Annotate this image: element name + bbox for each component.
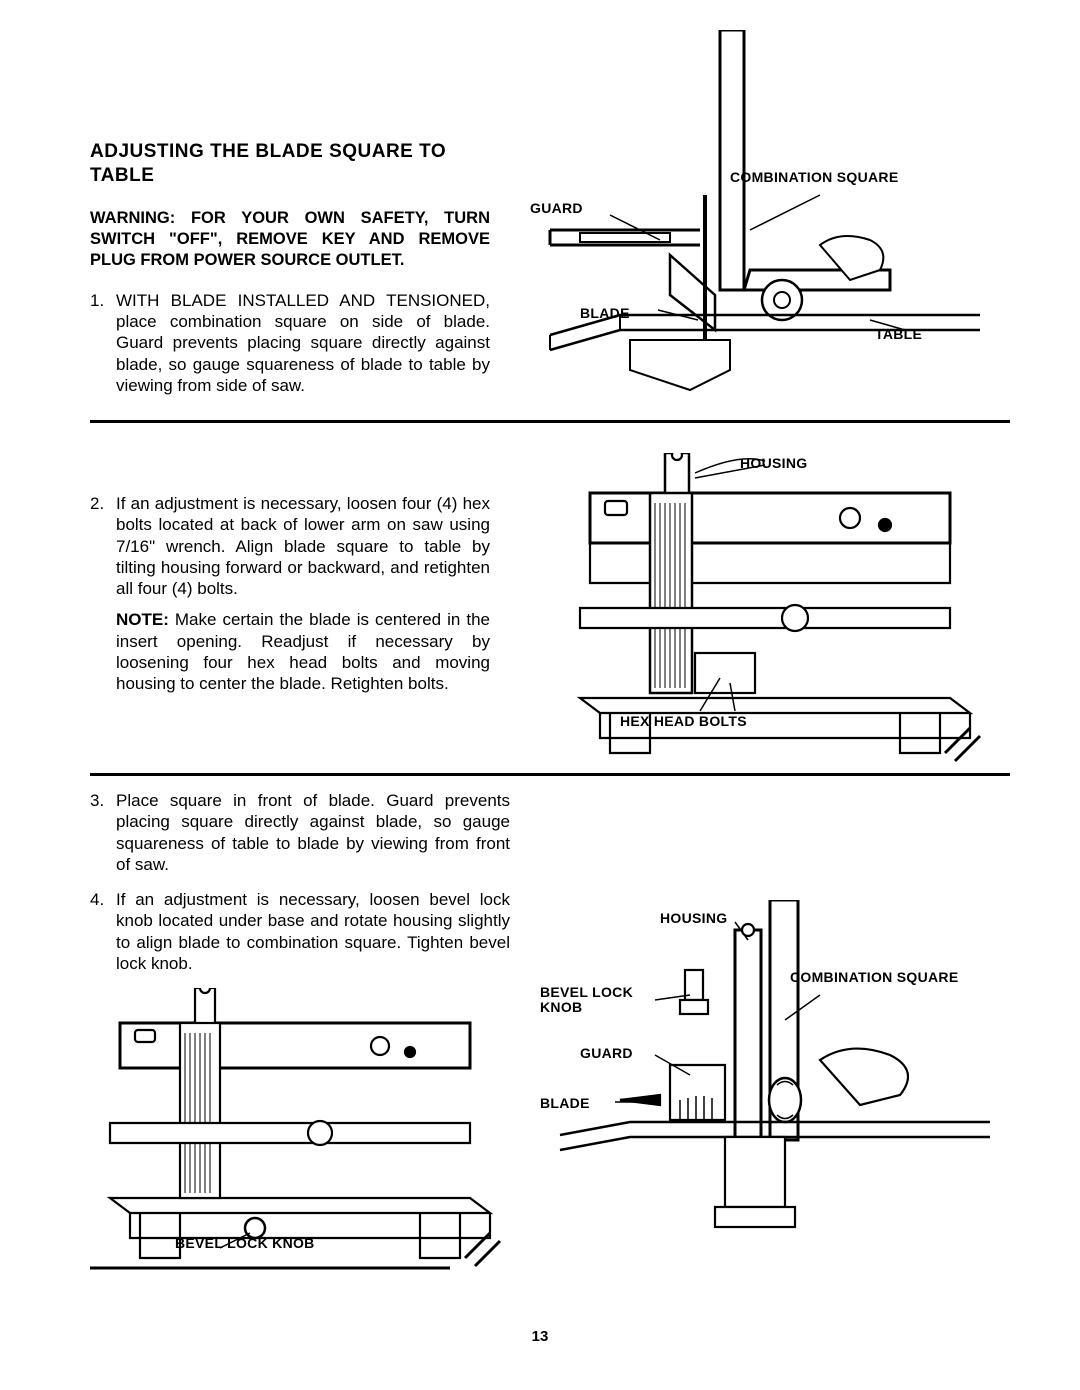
- step-number: 2.: [90, 493, 108, 694]
- step-body: If an adjustment is necessary, loosen fo…: [116, 493, 490, 694]
- step-body: Place square in front of blade. Guard pr…: [116, 790, 510, 875]
- label-guard: GUARD: [530, 200, 583, 216]
- section-1: ADJUSTING THE BLADE SQUARE TO TABLE WARN…: [90, 140, 1010, 410]
- step-body: WITH BLADE INSTALLED AND TENSIONED, plac…: [116, 290, 490, 396]
- figure-1: GUARD COMBINATION SQUARE BLADE TABLE: [520, 140, 1010, 410]
- label-combination-square-2: COMBINATION SQUARE: [790, 970, 958, 985]
- label-housing-2: HOUSING: [660, 910, 727, 926]
- label-blade: BLADE: [580, 305, 630, 321]
- diagram-back-view: [520, 453, 1010, 763]
- text-column-1: ADJUSTING THE BLADE SQUARE TO TABLE WARN…: [90, 140, 490, 410]
- step-3: 3. Place square in front of blade. Guard…: [90, 790, 510, 875]
- label-guard-2: GUARD: [580, 1045, 633, 1061]
- diagram-front-view: [540, 900, 1010, 1340]
- divider-1: [90, 420, 1010, 423]
- note-label: NOTE:: [116, 610, 169, 629]
- page-number: 13: [532, 1328, 549, 1345]
- step-4: 4. If an adjustment is necessary, loosen…: [90, 889, 510, 974]
- label-housing: HOUSING: [740, 455, 807, 471]
- note-body: Make certain the blade is centered in th…: [116, 610, 490, 693]
- step-2-note: NOTE: Make certain the blade is centered…: [116, 609, 490, 694]
- step-2: 2. If an adjustment is necessary, loosen…: [90, 493, 490, 694]
- figure-3: HOUSING COMBINATION SQUARE BEVEL LOCK KN…: [540, 790, 1010, 1340]
- section-3: 3. Place square in front of blade. Guard…: [90, 790, 1010, 1340]
- divider-2: [90, 773, 1010, 776]
- step-number: 4.: [90, 889, 108, 974]
- section-2: 2. If an adjustment is necessary, loosen…: [90, 453, 1010, 763]
- label-bevel-lock-knob-2: BEVEL LOCK KNOB: [540, 985, 633, 1016]
- step-number: 3.: [90, 790, 108, 875]
- diagram-side-view: [520, 30, 1010, 410]
- warning-text: WARNING: FOR YOUR OWN SAFETY, TURN SWITC…: [90, 208, 490, 272]
- label-table: TABLE: [875, 326, 922, 342]
- label-hex-bolts: HEX HEAD BOLTS: [620, 713, 747, 729]
- figure-2: HOUSING HEX HEAD BOLTS: [520, 453, 1010, 763]
- step-body: If an adjustment is necessary, loosen be…: [116, 889, 510, 974]
- text-column-3: 3. Place square in front of blade. Guard…: [90, 790, 510, 1340]
- manual-page: ADJUSTING THE BLADE SQUARE TO TABLE WARN…: [0, 0, 1080, 1390]
- label-combination-square: COMBINATION SQUARE: [730, 170, 898, 185]
- section-heading: ADJUSTING THE BLADE SQUARE TO TABLE: [90, 140, 490, 188]
- label-bevel-lock-knob: BEVEL LOCK KNOB: [175, 1235, 315, 1253]
- step-1: 1. WITH BLADE INSTALLED AND TENSIONED, p…: [90, 290, 490, 396]
- label-blade-2: BLADE: [540, 1095, 590, 1111]
- text-column-2: 2. If an adjustment is necessary, loosen…: [90, 453, 490, 763]
- step-number: 1.: [90, 290, 108, 396]
